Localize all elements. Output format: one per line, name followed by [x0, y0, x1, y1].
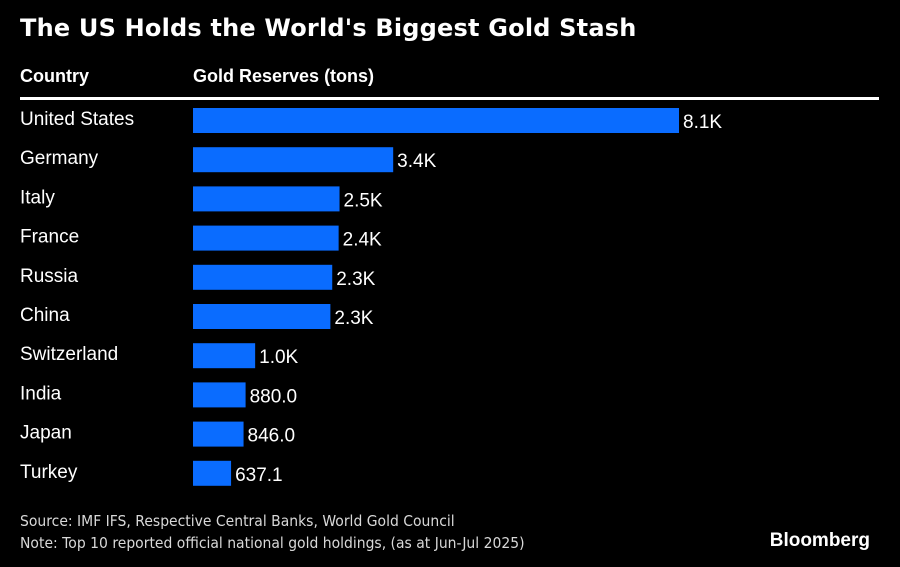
category-label: France: [20, 227, 79, 248]
data-label: 880.0: [250, 386, 298, 407]
source-note: Source: IMF IFS, Respective Central Bank…: [20, 512, 455, 530]
value-column-header: Gold Reserves (tons): [193, 66, 375, 86]
data-label: 2.4K: [343, 230, 382, 251]
bar: [193, 147, 394, 173]
category-label: United States: [20, 109, 134, 130]
footnote: Note: Top 10 reported official national …: [20, 534, 525, 552]
bar: [193, 421, 244, 447]
bloomberg-logo: Bloomberg: [769, 530, 870, 551]
bar: [193, 225, 339, 251]
chart-title: The US Holds the World's Biggest Gold St…: [20, 14, 637, 42]
data-label: 2.3K: [334, 308, 373, 329]
data-label: 3.4K: [397, 151, 436, 172]
bar: [193, 304, 331, 329]
country-column-header: Country: [20, 66, 89, 86]
category-label: Japan: [20, 423, 72, 444]
data-label: 637.1: [235, 465, 283, 486]
data-label: 8.1K: [683, 112, 722, 133]
bar: [193, 343, 256, 369]
bar: [193, 108, 679, 133]
data-label: 1.0K: [259, 347, 298, 368]
category-label: Turkey: [20, 462, 78, 483]
category-label: Russia: [20, 266, 79, 287]
category-label: Germany: [20, 148, 99, 169]
category-label: Switzerland: [20, 344, 118, 365]
data-label: 2.3K: [336, 269, 375, 290]
data-label: 846.0: [248, 426, 296, 447]
category-label: Italy: [20, 187, 55, 208]
header-rule: [20, 97, 879, 100]
bar: [193, 382, 246, 408]
category-label: India: [20, 383, 62, 404]
bar: [193, 264, 333, 290]
bar: [193, 186, 340, 212]
category-label: China: [20, 305, 70, 326]
data-label: 2.5K: [344, 190, 383, 211]
bar: [193, 460, 232, 486]
